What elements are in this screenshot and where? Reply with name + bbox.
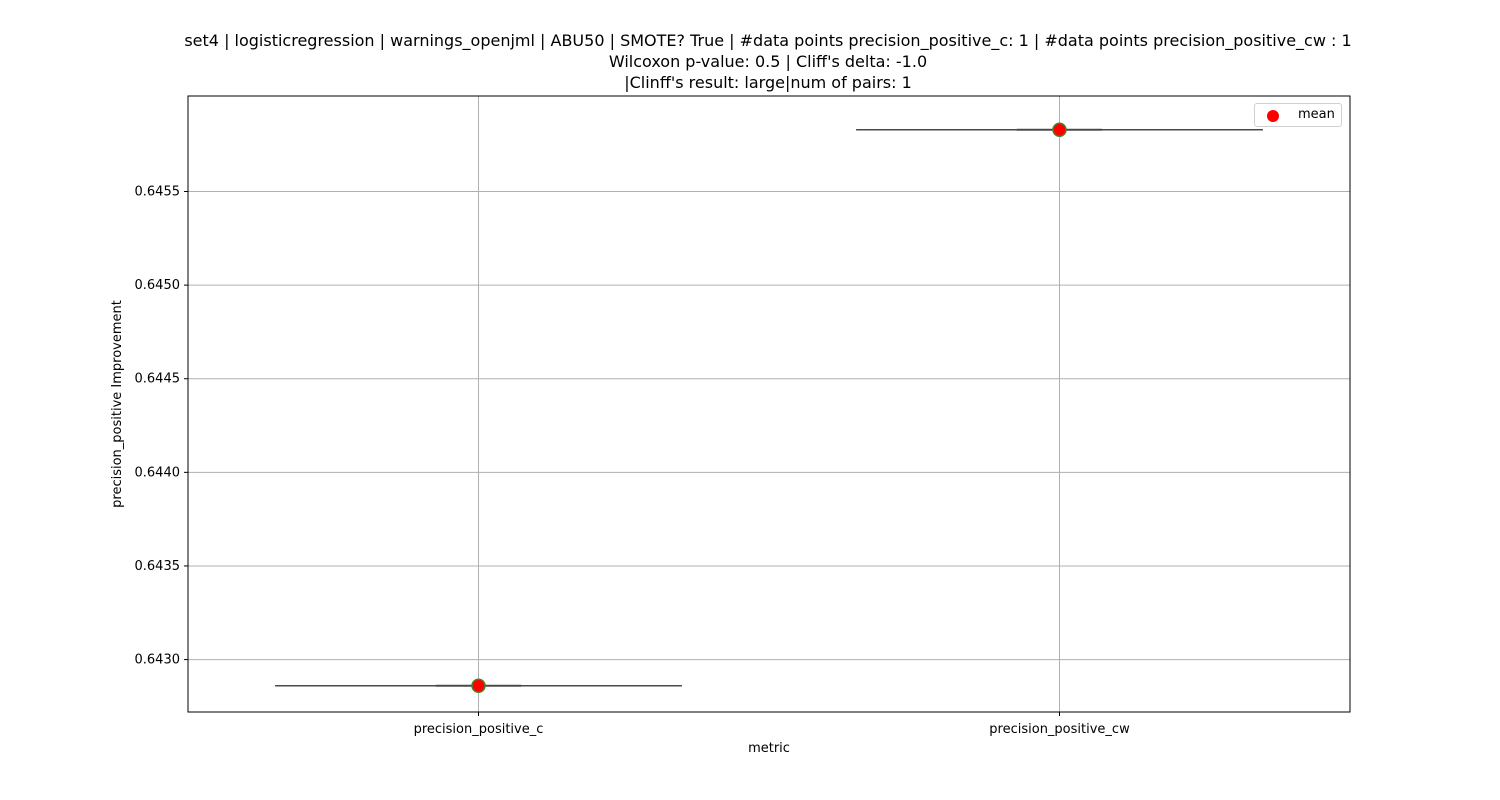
plot-frame [187,95,1351,713]
y-tick-label: 0.6455 [135,184,181,199]
y-tick-label: 0.6445 [135,372,181,387]
y-tick-label: 0.6450 [135,278,181,293]
y-tick-label: 0.6435 [135,559,181,574]
title-line-2: Wilcoxon p-value: 0.5 | Cliff's delta: -… [608,52,928,71]
x-axis-label: metric [748,741,790,756]
chart-title: set4 | logisticregression | warnings_ope… [0,30,1500,93]
title-line-3: |Clinff's result: large|num of pairs: 1 [624,73,912,92]
legend: mean [1254,103,1342,127]
x-tick-label: precision_positive_c [414,722,544,737]
y-axis-label: precision_positive Improvement [110,300,125,508]
mean-marker-precision_positive_c [471,678,486,694]
y-tick-label: 0.6430 [135,653,181,668]
x-tick-label: precision_positive_cw [989,722,1130,737]
y-tick-label: 0.6440 [135,465,181,480]
legend-mean-marker [1267,110,1279,122]
legend-mean-label: mean [1298,107,1335,122]
title-line-1: set4 | logisticregression | warnings_ope… [184,31,1352,50]
mean-marker-precision_positive_cw [1052,122,1067,137]
